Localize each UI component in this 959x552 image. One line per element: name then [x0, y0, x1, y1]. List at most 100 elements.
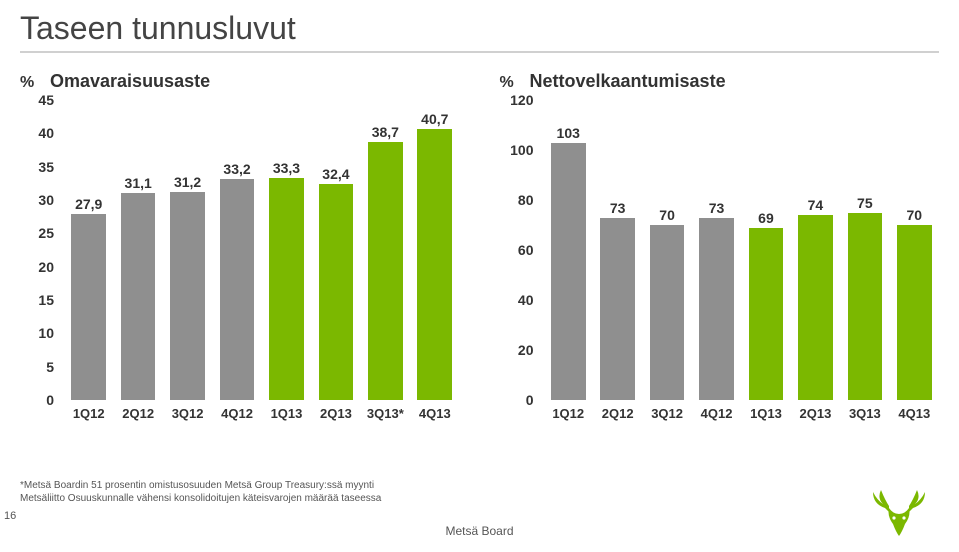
page-number: 16: [4, 510, 16, 522]
chart-left-unit: %: [20, 74, 50, 92]
chart-left-header: % Omavaraisuusaste: [20, 71, 460, 92]
bar-value-label: 70: [659, 207, 675, 223]
bar: [600, 218, 635, 401]
bar-group: 38,7: [361, 100, 410, 400]
bar-value-label: 33,2: [223, 161, 250, 177]
bar: [269, 178, 304, 400]
bar-value-label: 73: [709, 200, 725, 216]
x-label: 4Q12: [692, 406, 741, 421]
chart-right-yaxis: 120100806040200: [500, 100, 540, 400]
x-label: 3Q12: [163, 406, 212, 421]
chart-right-xlabels: 1Q122Q123Q124Q121Q132Q133Q134Q13: [500, 406, 940, 421]
bar-group: 74: [791, 100, 840, 400]
bar: [749, 228, 784, 401]
chart-left: % Omavaraisuusaste 454035302520151050 27…: [20, 71, 460, 451]
chart-left-plot: 454035302520151050 27,931,131,233,233,33…: [20, 100, 460, 400]
x-label: 3Q12: [642, 406, 691, 421]
chart-right-bars: 103 73 70 73 69 74 75 70: [544, 100, 940, 400]
y-tick: 40: [38, 125, 54, 141]
y-tick: 35: [38, 159, 54, 175]
bar-group: 75: [840, 100, 889, 400]
page-title: Taseen tunnusluvut: [20, 10, 939, 47]
bar-value-label: 69: [758, 210, 774, 226]
bar: [798, 215, 833, 400]
y-tick: 0: [526, 392, 534, 408]
bar-value-label: 70: [906, 207, 922, 223]
bar-value-label: 27,9: [75, 196, 102, 212]
y-tick: 20: [38, 259, 54, 275]
y-tick: 20: [518, 342, 534, 358]
chart-left-subtitle: Omavaraisuusaste: [50, 71, 210, 92]
chart-right-header: % Nettovelkaantumisaste: [500, 71, 940, 92]
bar-value-label: 75: [857, 195, 873, 211]
footnote: *Metsä Boardin 51 prosentin omistusosuud…: [20, 479, 939, 505]
bar: [319, 184, 354, 400]
bar-group: 73: [692, 100, 741, 400]
bar-group: 69: [741, 100, 790, 400]
y-tick: 30: [38, 192, 54, 208]
bar-group: 27,9: [64, 100, 113, 400]
slide: Taseen tunnusluvut % Omavaraisuusaste 45…: [0, 0, 959, 552]
x-label: 1Q12: [544, 406, 593, 421]
bar: [551, 143, 586, 401]
bar-group: 31,1: [113, 100, 162, 400]
separator: [20, 51, 939, 53]
footnote-line1: *Metsä Boardin 51 prosentin omistusosuud…: [20, 479, 939, 492]
chart-right-unit: %: [500, 74, 530, 92]
bar: [170, 192, 205, 400]
y-tick: 80: [518, 192, 534, 208]
y-tick: 10: [38, 325, 54, 341]
bar-value-label: 38,7: [372, 124, 399, 140]
bar-value-label: 74: [808, 197, 824, 213]
x-label: 1Q13: [741, 406, 790, 421]
bar: [650, 225, 685, 400]
bar: [848, 213, 883, 401]
x-label: 1Q13: [262, 406, 311, 421]
bar-value-label: 31,1: [125, 175, 152, 191]
x-label: 4Q12: [212, 406, 261, 421]
bar-value-label: 40,7: [421, 111, 448, 127]
x-label: 1Q12: [64, 406, 113, 421]
bar-value-label: 32,4: [322, 166, 349, 182]
x-label: 3Q13*: [361, 406, 410, 421]
chart-left-xlabels: 1Q122Q123Q124Q121Q132Q133Q13*4Q13: [20, 406, 460, 421]
x-label: 4Q13: [410, 406, 459, 421]
y-tick: 120: [510, 92, 533, 108]
bar-group: 33,3: [262, 100, 311, 400]
bar-value-label: 31,2: [174, 174, 201, 190]
bar-group: 70: [642, 100, 691, 400]
logo-moose-icon: [863, 486, 935, 540]
chart-right: % Nettovelkaantumisaste 120100806040200 …: [500, 71, 940, 451]
bar: [368, 142, 403, 400]
y-tick: 0: [46, 392, 54, 408]
bar-group: 31,2: [163, 100, 212, 400]
bar-value-label: 33,3: [273, 160, 300, 176]
bar-group: 32,4: [311, 100, 360, 400]
bar-group: 40,7: [410, 100, 459, 400]
footer-brand: Metsä Board: [445, 524, 513, 538]
x-label: 2Q13: [791, 406, 840, 421]
bar-value-label: 103: [557, 125, 580, 141]
bar-group: 70: [890, 100, 939, 400]
chart-right-plot: 120100806040200 10373707369747570: [500, 100, 940, 400]
chart-left-bars: 27,9 31,1 31,2 33,2 33,3 32,4 38,7 40,7: [64, 100, 460, 400]
y-tick: 15: [38, 292, 54, 308]
y-tick: 25: [38, 225, 54, 241]
y-tick: 100: [510, 142, 533, 158]
bar: [121, 193, 156, 400]
bar-group: 103: [544, 100, 593, 400]
bar: [417, 129, 452, 400]
x-label: 2Q12: [593, 406, 642, 421]
footnote-line2: Metsäliitto Osuuskunnalle vähensi konsol…: [20, 492, 939, 505]
chart-right-subtitle: Nettovelkaantumisaste: [530, 71, 726, 92]
bar: [897, 225, 932, 400]
bar: [220, 179, 255, 400]
bar-value-label: 73: [610, 200, 626, 216]
y-tick: 40: [518, 292, 534, 308]
bar-group: 33,2: [212, 100, 261, 400]
x-label: 4Q13: [890, 406, 939, 421]
bar: [71, 214, 106, 400]
x-label: 2Q13: [311, 406, 360, 421]
y-tick: 60: [518, 242, 534, 258]
y-tick: 5: [46, 359, 54, 375]
